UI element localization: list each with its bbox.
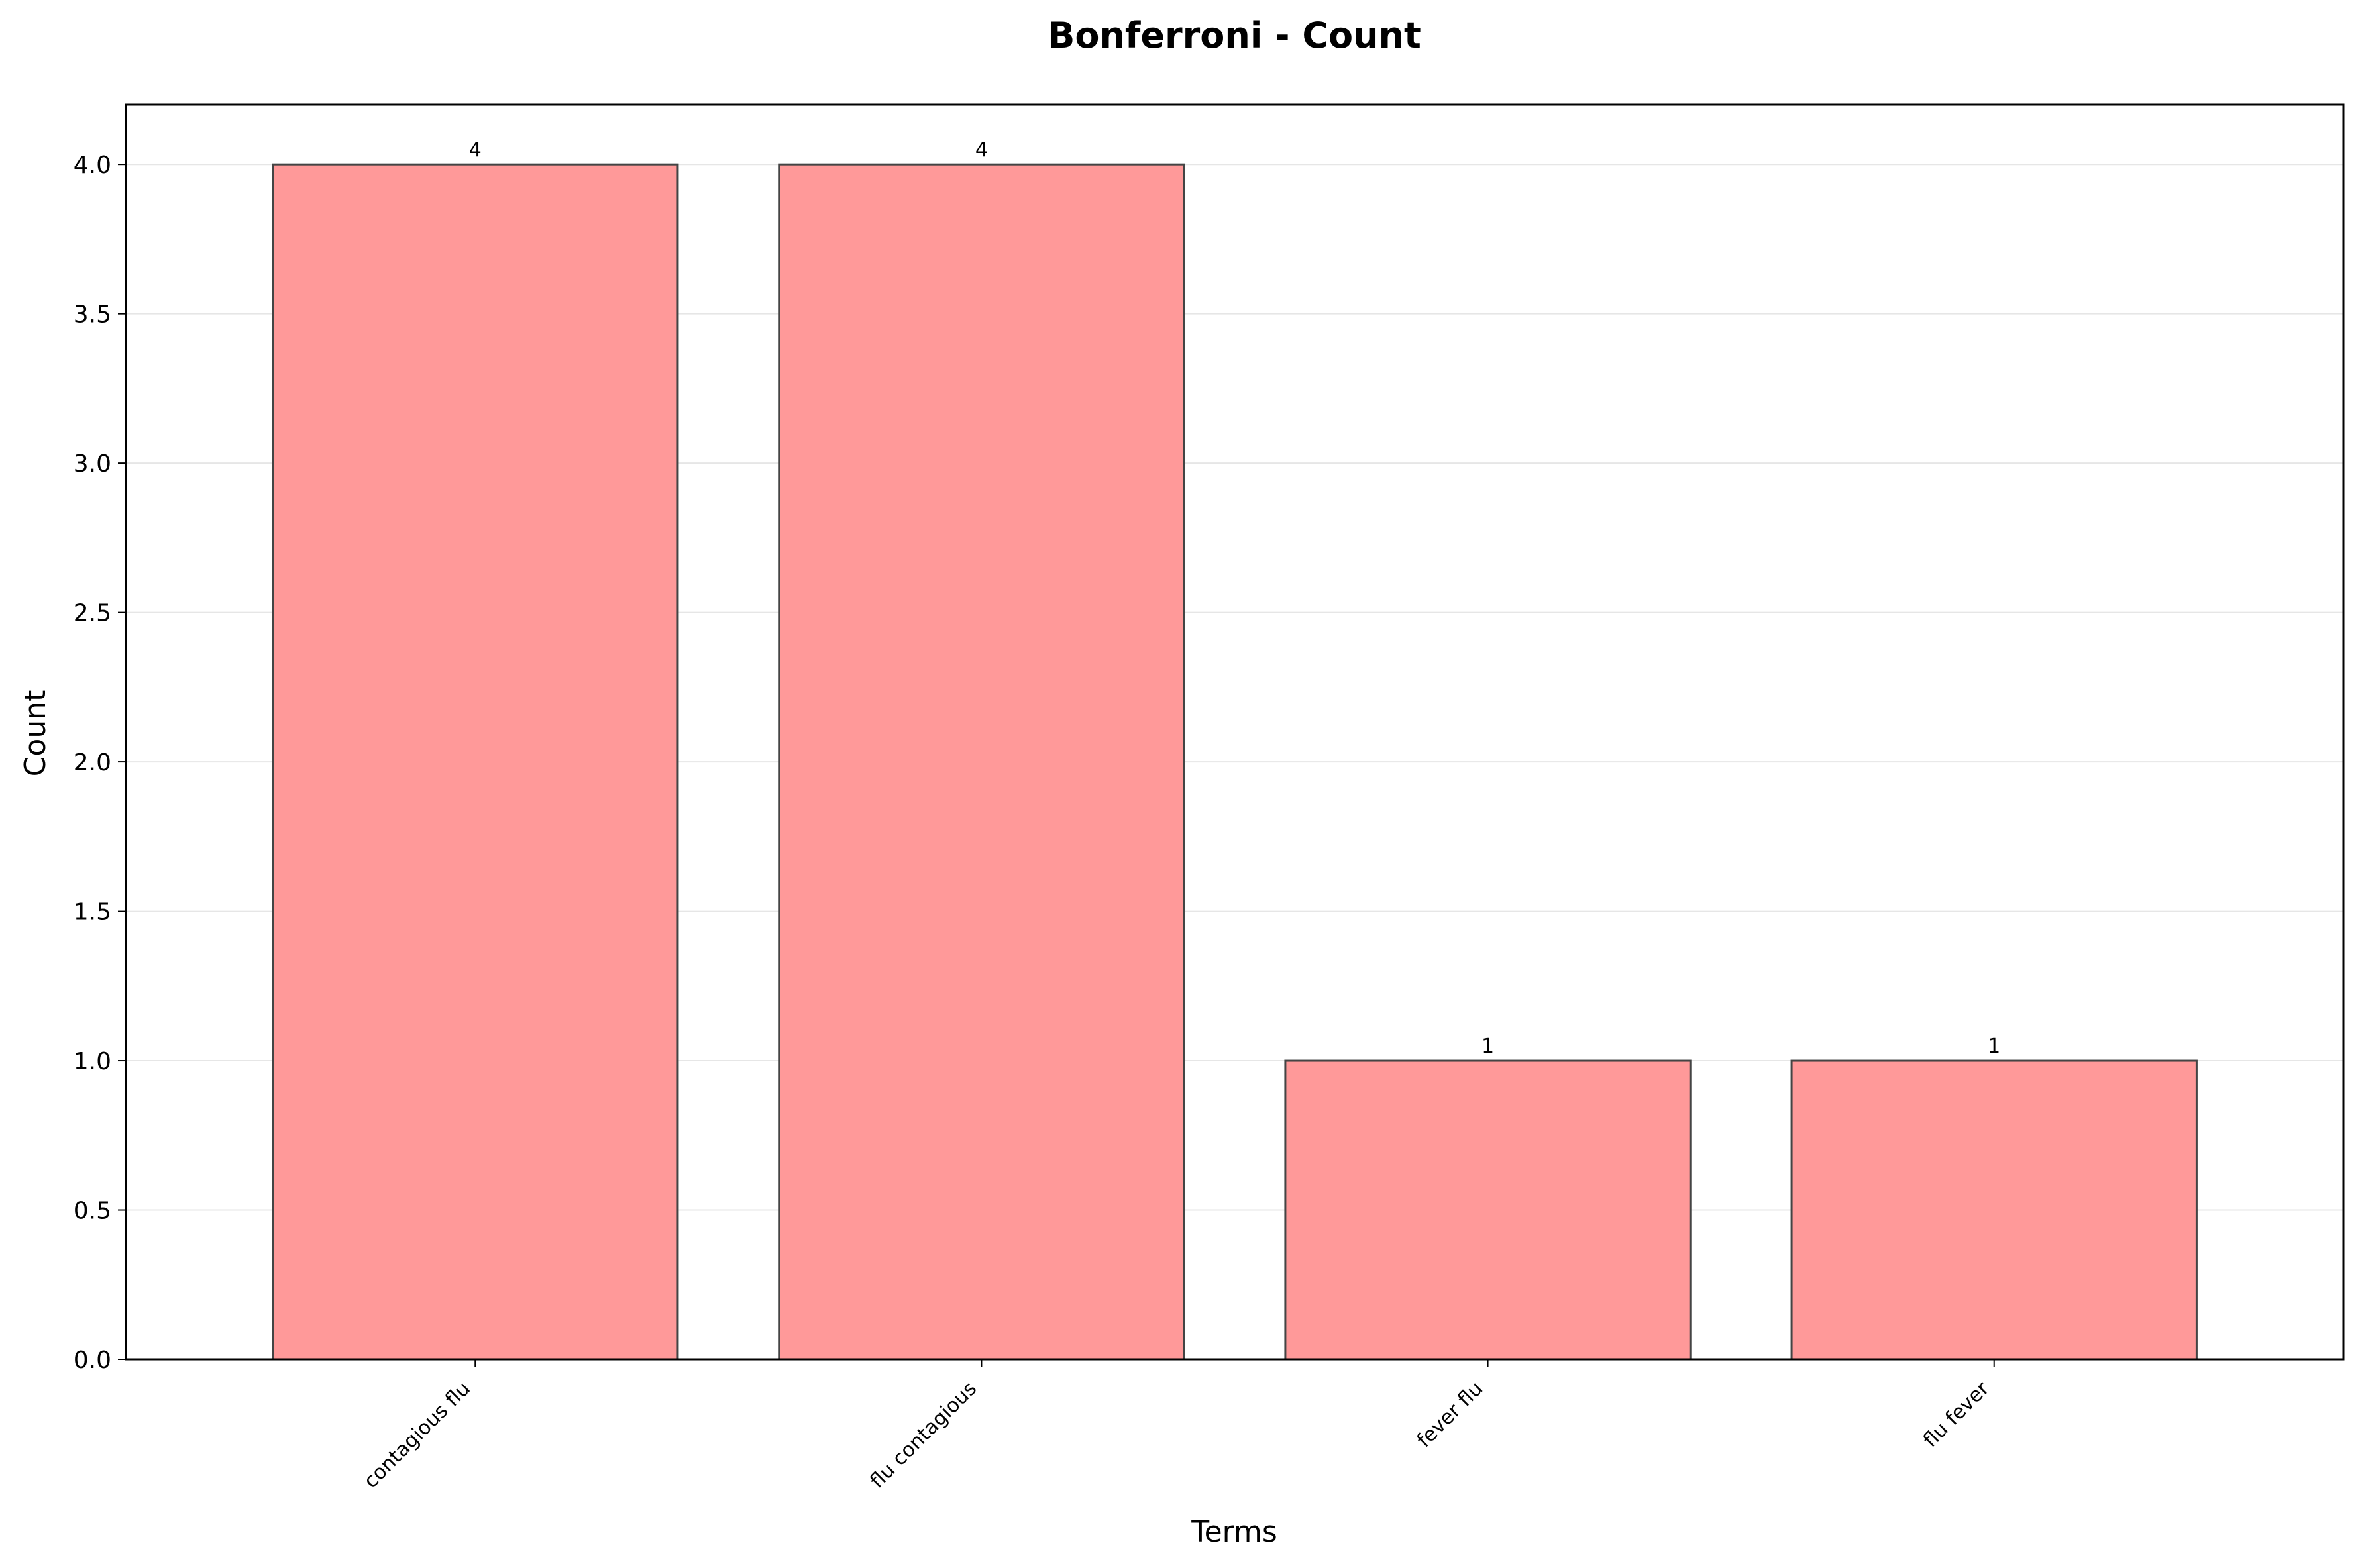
bar	[778, 163, 1185, 1361]
bar	[1284, 1059, 1692, 1361]
y-tick-label: 1.0	[74, 1048, 111, 1075]
y-axis-ticks: 0.0 0.5 1.0 1.5 2.0 2.5 3.0 3.5 4.0	[74, 152, 126, 1374]
y-tick-label: 0.5	[74, 1198, 111, 1225]
bar	[1790, 1059, 2198, 1361]
bar-value-label: 1	[1481, 1035, 1494, 1058]
y-tick-label: 2.5	[74, 600, 111, 627]
bar-value-label: 4	[975, 138, 988, 162]
chart-title: Bonferroni - Count	[1048, 15, 1421, 56]
plot-frame	[125, 103, 2345, 1361]
y-tick-label: 4.0	[74, 152, 111, 179]
y-tick-label: 3.0	[74, 450, 111, 478]
bars	[272, 163, 2198, 1361]
bar	[272, 163, 679, 1361]
y-tick-label: 0.0	[74, 1347, 111, 1374]
y-tick-label: 2.0	[74, 749, 111, 776]
x-axis-label: Terms	[1191, 1515, 1277, 1549]
y-axis-label: Count	[19, 690, 52, 777]
y-tick-label: 1.5	[74, 899, 111, 926]
bar-value-label: 1	[1988, 1035, 2000, 1058]
data-labels: 4 4 1 1	[469, 138, 2001, 1058]
bar-value-label: 4	[469, 138, 482, 162]
y-tick-label: 3.5	[74, 301, 111, 329]
